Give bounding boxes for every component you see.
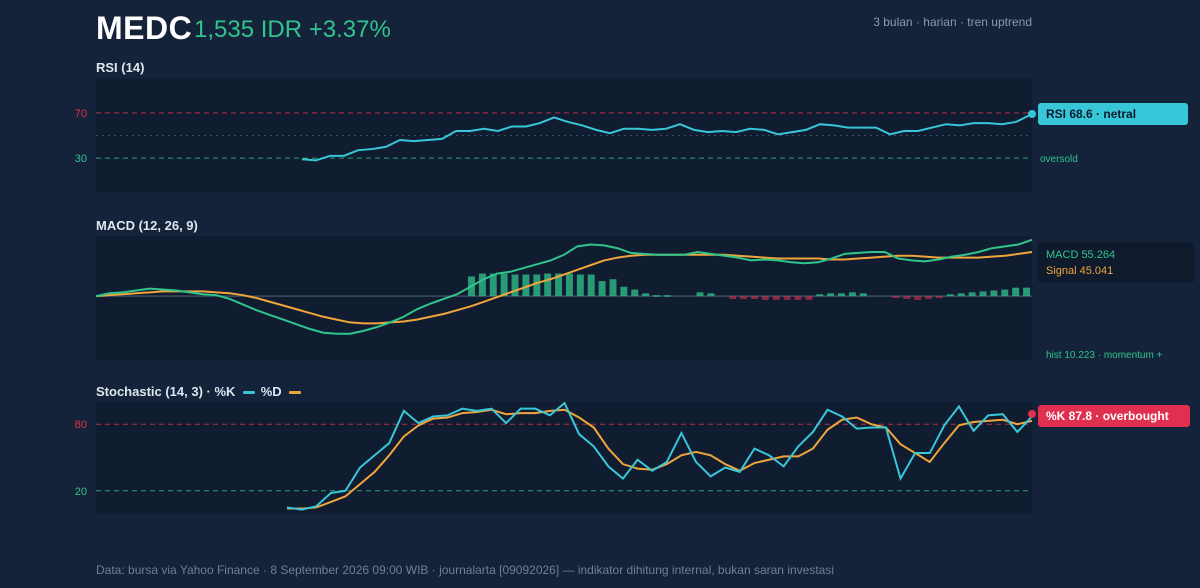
- macd-histogram-bar: [903, 296, 911, 299]
- stoch-badge: [1038, 405, 1190, 427]
- macd-histogram-bar: [794, 296, 802, 300]
- macd-histogram-bar: [696, 292, 704, 297]
- hist-readout-value: hist 10.223 · momentum +: [1046, 350, 1163, 361]
- stoch-panel-title: Stochastic (14, 3) · %K %D: [96, 384, 303, 399]
- signal-line: [95, 250, 1033, 325]
- macd-histogram-bar: [620, 286, 628, 297]
- stoch-title-text: Stochastic (14, 3) · %K: [96, 384, 236, 399]
- price-change: 1,535 IDR +3.37%: [194, 16, 391, 43]
- rsi-level-label: 70: [75, 108, 87, 120]
- macd-histogram-bar: [1023, 287, 1031, 297]
- macd-histogram-bar: [979, 291, 987, 297]
- macd-histogram-bar: [750, 296, 758, 299]
- macd-histogram-bar: [587, 274, 595, 297]
- macd-histogram-bar: [555, 273, 563, 297]
- macd-histogram-bar: [511, 274, 519, 297]
- signal-readout-value: Signal 45.041: [1046, 265, 1113, 277]
- macd-histogram-bar: [761, 296, 769, 300]
- macd-histogram-bar: [925, 296, 933, 299]
- stoch-d-legend-label: %D: [260, 384, 282, 399]
- stoch-k-line: [286, 401, 1033, 511]
- macd-histogram-bar: [653, 295, 660, 297]
- rsi-badge: [1038, 103, 1188, 125]
- macd-histogram-bar: [1001, 289, 1009, 297]
- stoch-last-point: [1028, 410, 1036, 418]
- macd-histogram-bar: [642, 293, 650, 297]
- ticker-symbol: MEDC: [96, 10, 193, 46]
- macd-readout-box: [1038, 242, 1194, 282]
- rsi-badge-text: RSI 68.6 · netral: [1046, 107, 1136, 121]
- macd-histogram-bar: [631, 289, 639, 297]
- macd-histogram-bar: [576, 274, 584, 297]
- macd-histogram-bar: [914, 296, 922, 300]
- macd-histogram-bar: [609, 279, 617, 297]
- stoch-badge-text: %K 87.8 · overbought: [1046, 409, 1169, 423]
- rsi-level-label: 30: [75, 153, 87, 165]
- rsi-panel-title: RSI (14): [96, 60, 145, 75]
- macd-histogram-bar: [489, 273, 497, 297]
- macd-readout-value: MACD 55.264: [1046, 249, 1115, 261]
- stoch-d-legend-swatch: [289, 391, 302, 395]
- macd-histogram-bar: [478, 273, 486, 297]
- macd-histogram-bar: [838, 293, 846, 297]
- macd-histogram-bar: [936, 296, 943, 298]
- macd-histogram-bar: [957, 293, 965, 297]
- rsi-line: [301, 116, 1017, 162]
- macd-histogram-bar: [533, 274, 541, 297]
- stoch-k-legend-swatch: [243, 391, 256, 395]
- chart-subtitle: 3 bulan · harian · tren uptrend: [873, 15, 1032, 29]
- rsi-last-point: [1028, 110, 1036, 118]
- stoch-level-label: 20: [75, 486, 87, 498]
- macd-histogram-bar: [946, 294, 954, 297]
- macd-histogram-bar: [500, 273, 508, 297]
- macd-histogram-bar: [598, 281, 606, 297]
- rsi-oversold-note: oversold: [1040, 154, 1078, 165]
- macd-histogram-bar: [816, 294, 824, 297]
- macd-histogram-bar: [522, 274, 530, 297]
- macd-histogram-bar: [544, 273, 552, 297]
- macd-histogram-bar: [663, 295, 671, 297]
- macd-panel-title: MACD (12, 26, 9): [96, 218, 198, 233]
- macd-histogram-bar: [892, 296, 900, 298]
- macd-histogram-bar: [859, 293, 867, 297]
- macd-line: [95, 238, 1033, 335]
- stoch-level-label: 80: [75, 419, 87, 431]
- macd-histogram-bar: [805, 296, 813, 300]
- macd-histogram-bar: [990, 290, 998, 297]
- macd-histogram-bar: [565, 273, 573, 297]
- footer-note: Data: bursa via Yahoo Finance · 8 Septem…: [96, 563, 834, 577]
- stoch-panel-bg: [96, 402, 1032, 513]
- macd-histogram-bar: [772, 296, 780, 300]
- macd-histogram-bar: [707, 293, 715, 297]
- macd-histogram-bar: [783, 296, 791, 300]
- macd-histogram-bar: [827, 293, 835, 297]
- macd-histogram-bar: [740, 296, 748, 299]
- macd-histogram-bar: [968, 292, 976, 297]
- macd-histogram-bar: [848, 292, 856, 297]
- macd-histogram-bar: [1012, 287, 1020, 297]
- macd-histogram-bar: [729, 296, 737, 299]
